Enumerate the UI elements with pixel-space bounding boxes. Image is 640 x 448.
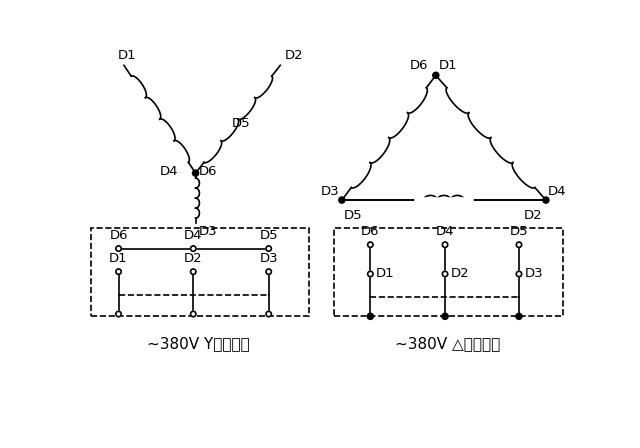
Circle shape	[516, 242, 522, 247]
Text: D3: D3	[524, 267, 543, 280]
Text: D3: D3	[198, 225, 217, 238]
Circle shape	[193, 170, 198, 176]
Circle shape	[339, 197, 345, 203]
Circle shape	[191, 246, 196, 251]
Text: D6: D6	[410, 59, 428, 72]
Circle shape	[266, 311, 271, 317]
Text: D2: D2	[451, 267, 469, 280]
Text: ~380V Y形接线法: ~380V Y形接线法	[147, 336, 250, 351]
Circle shape	[116, 311, 121, 317]
Circle shape	[367, 313, 373, 319]
Text: D4: D4	[548, 185, 567, 198]
Circle shape	[191, 311, 196, 317]
Text: D1: D1	[439, 59, 458, 72]
Text: D5: D5	[232, 116, 250, 129]
Circle shape	[116, 246, 121, 251]
Circle shape	[191, 269, 196, 274]
Text: D6: D6	[109, 228, 128, 241]
Text: D2: D2	[285, 49, 303, 62]
Circle shape	[516, 313, 522, 319]
Text: D5: D5	[259, 228, 278, 241]
Text: D3: D3	[321, 185, 340, 198]
Text: D6: D6	[198, 165, 217, 178]
Circle shape	[266, 269, 271, 274]
Circle shape	[442, 242, 448, 247]
Circle shape	[116, 269, 121, 274]
Circle shape	[516, 271, 522, 277]
Circle shape	[266, 246, 271, 251]
Text: D1: D1	[109, 252, 128, 265]
Circle shape	[543, 197, 549, 203]
Circle shape	[367, 271, 373, 277]
Text: D6: D6	[361, 225, 380, 238]
Circle shape	[433, 72, 439, 78]
Text: D5: D5	[509, 225, 528, 238]
Text: D4: D4	[184, 228, 202, 241]
Text: D2: D2	[524, 209, 542, 222]
Text: D1: D1	[376, 267, 394, 280]
Text: D5: D5	[344, 209, 362, 222]
Text: D2: D2	[184, 252, 203, 265]
Circle shape	[367, 242, 373, 247]
Text: ~380V △形接线法: ~380V △形接线法	[396, 336, 500, 351]
Circle shape	[442, 313, 448, 319]
Text: D3: D3	[259, 252, 278, 265]
Text: D4: D4	[436, 225, 454, 238]
Text: D4: D4	[160, 165, 179, 178]
Circle shape	[442, 271, 448, 277]
Text: D1: D1	[118, 49, 136, 62]
